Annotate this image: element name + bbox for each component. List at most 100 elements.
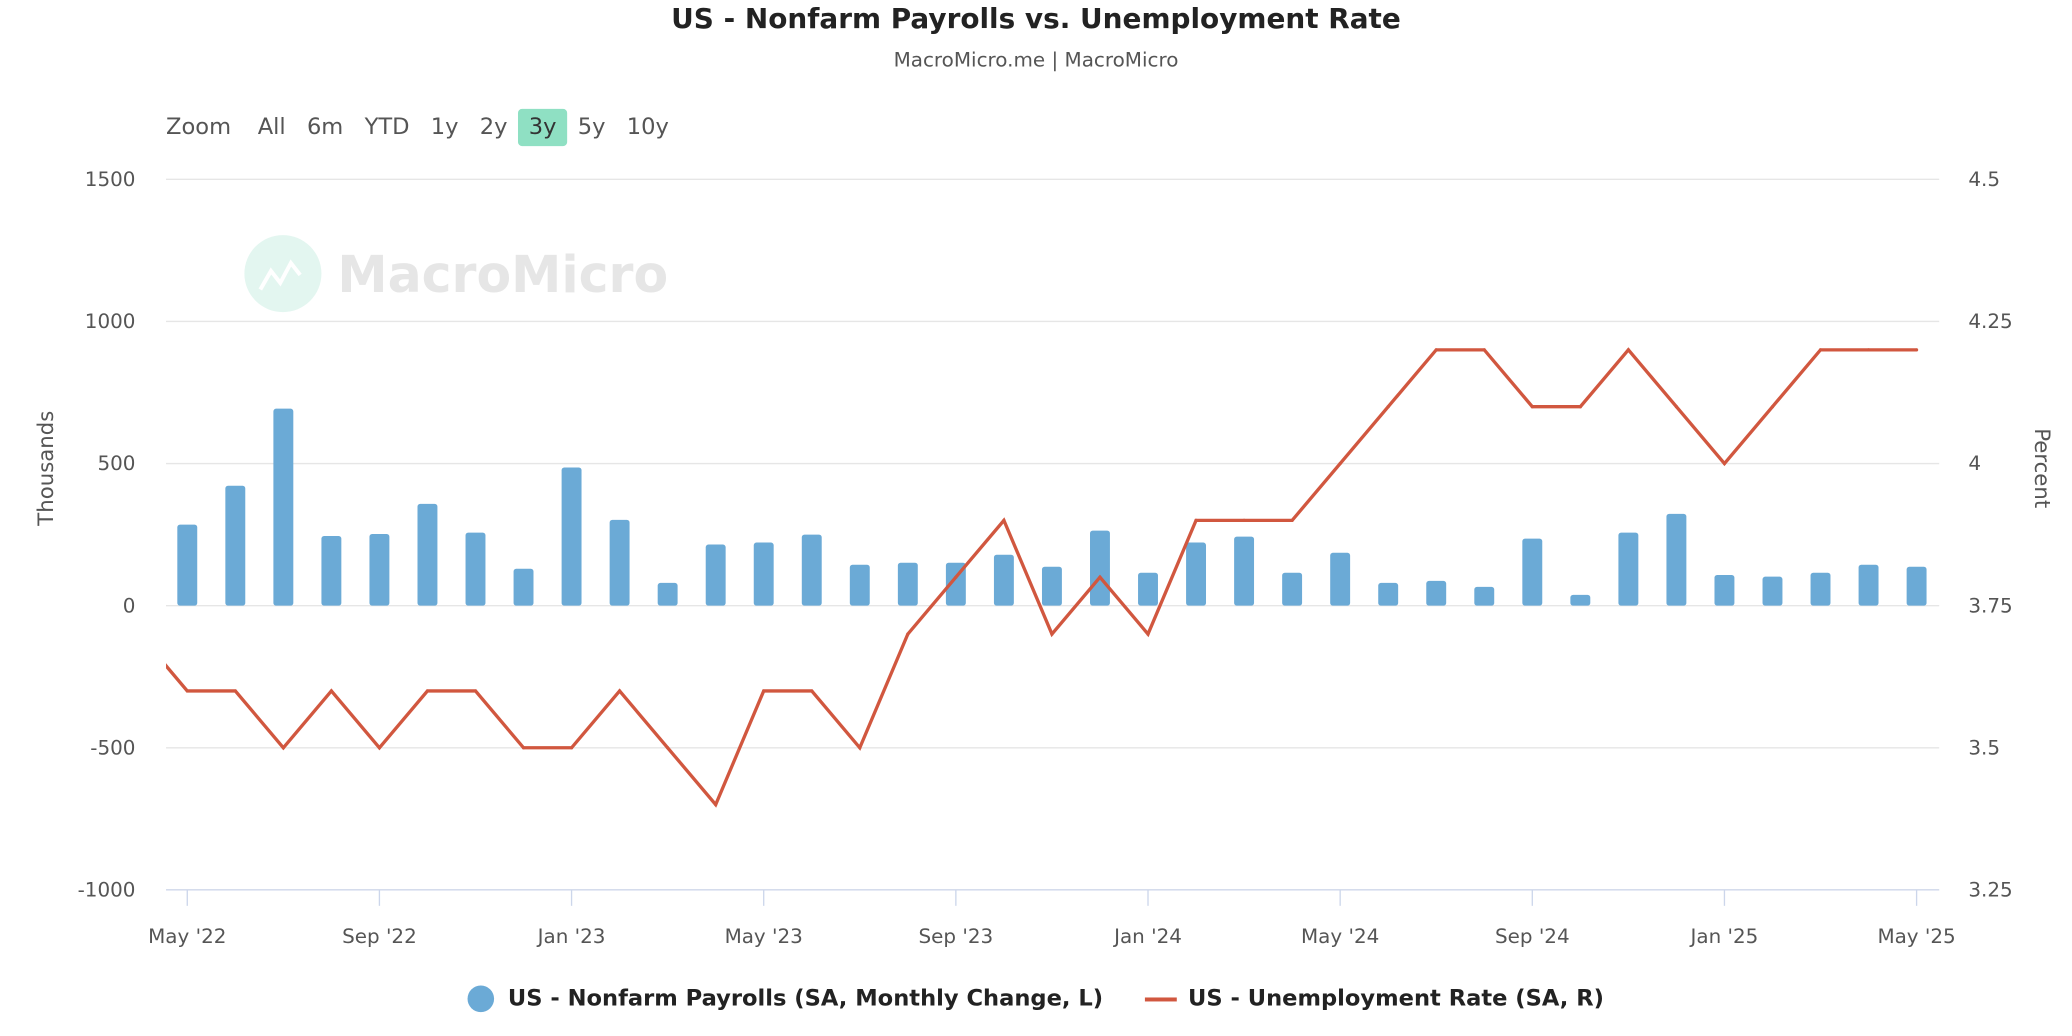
unemployment-point bbox=[377, 746, 382, 750]
payrolls-bar bbox=[1666, 513, 1687, 606]
right-axis-tick-label: 4.5 bbox=[1968, 168, 2000, 191]
payrolls-bar bbox=[993, 554, 1014, 606]
unemployment-point bbox=[954, 575, 958, 579]
left-axis-tick-label: 500 bbox=[97, 452, 135, 475]
unemployment-point bbox=[1434, 348, 1438, 352]
payrolls-bar bbox=[369, 534, 390, 606]
x-axis-tick-label: Sep '22 bbox=[342, 925, 417, 948]
payrolls-bar bbox=[705, 544, 726, 606]
unemployment-point bbox=[666, 746, 670, 750]
x-axis-tick-label: May '22 bbox=[148, 925, 226, 948]
payrolls-bar bbox=[561, 467, 582, 606]
payrolls-bar bbox=[1330, 552, 1351, 606]
watermark-logo: MacroMicro bbox=[244, 235, 668, 313]
unemployment-point bbox=[329, 689, 333, 693]
zoom-5y-button[interactable]: 5y bbox=[577, 114, 606, 141]
unemployment-point bbox=[714, 803, 718, 807]
right-axis-title: Percent bbox=[2029, 428, 2054, 508]
unemployment-point bbox=[1002, 518, 1006, 522]
legend-payrolls[interactable]: US - Nonfarm Payrolls (SA, Monthly Chang… bbox=[507, 985, 1104, 1013]
payrolls-bar bbox=[1618, 532, 1639, 606]
zoom-6m-button[interactable]: 6m bbox=[306, 114, 344, 141]
x-axis-tick-label: Jan '23 bbox=[536, 925, 606, 948]
svg-text:MacroMicro: MacroMicro bbox=[337, 245, 668, 304]
payrolls-bar bbox=[1041, 566, 1062, 606]
payrolls-bar bbox=[273, 408, 294, 606]
unemployment-point bbox=[1866, 348, 1871, 352]
unemployment-point bbox=[762, 689, 766, 693]
unemployment-point bbox=[473, 689, 478, 693]
x-axis-tick-label: Jan '24 bbox=[1112, 925, 1182, 948]
unemployment-point bbox=[1770, 405, 1775, 409]
unemployment-point bbox=[281, 746, 285, 750]
x-axis-tick-label: Sep '24 bbox=[1495, 925, 1570, 948]
payrolls-bar bbox=[1858, 564, 1879, 606]
legend: US - Nonfarm Payrolls (SA, Monthly Chang… bbox=[0, 985, 2072, 1013]
payrolls-bar bbox=[897, 562, 918, 606]
x-axis-tick-label: May '24 bbox=[1301, 925, 1379, 948]
x-axis-tick-label: Sep '23 bbox=[919, 925, 994, 948]
unemployment-point bbox=[1146, 632, 1150, 636]
payrolls-bar bbox=[657, 582, 678, 606]
payrolls-bar bbox=[513, 568, 534, 606]
left-axis-tick-label: -1000 bbox=[78, 879, 136, 902]
zoom-10y-button[interactable]: 10y bbox=[626, 114, 669, 141]
legend-unemployment-marker bbox=[1145, 996, 1178, 1001]
zoom-all-button[interactable]: All bbox=[257, 114, 286, 141]
right-axis-tick-label: 3.25 bbox=[1968, 879, 2012, 902]
payrolls-bar bbox=[1234, 536, 1255, 606]
payrolls-bar bbox=[177, 524, 198, 606]
unemployment-point bbox=[810, 689, 814, 693]
unemployment-point bbox=[1818, 348, 1823, 352]
payrolls-bar bbox=[417, 503, 438, 606]
unemployment-point bbox=[858, 746, 862, 750]
payrolls-bar bbox=[1378, 582, 1399, 606]
zoom-3y-button[interactable]: 3y bbox=[518, 108, 568, 147]
payrolls-bar bbox=[1186, 542, 1207, 606]
zoom-1y-button[interactable]: 1y bbox=[430, 114, 459, 141]
payrolls-bar bbox=[1138, 572, 1158, 606]
chart-subtitle: MacroMicro.me | MacroMicro bbox=[893, 47, 1179, 72]
payrolls-bar bbox=[225, 485, 246, 606]
left-axis-title: Thousands bbox=[34, 411, 59, 527]
left-axis-tick-label: 1500 bbox=[85, 168, 136, 191]
unemployment-point bbox=[1722, 461, 1727, 466]
x-axis-tick-label: Jan '25 bbox=[1689, 925, 1759, 948]
unemployment-point bbox=[1386, 405, 1390, 409]
legend-payrolls-marker bbox=[468, 985, 495, 1013]
unemployment-point bbox=[1914, 348, 1919, 352]
unemployment-point bbox=[1338, 461, 1342, 466]
left-axis-tick-label: 0 bbox=[123, 594, 136, 617]
legend-unemployment[interactable]: US - Unemployment Rate (SA, R) bbox=[1188, 985, 1604, 1013]
right-axis-tick-label: 4.25 bbox=[1968, 310, 2012, 333]
unemployment-point bbox=[1674, 405, 1679, 409]
left-axis-tick-label: 1000 bbox=[85, 310, 136, 333]
payrolls-bar bbox=[465, 532, 486, 606]
payrolls-bar bbox=[1474, 586, 1495, 606]
x-axis-tick-label: May '23 bbox=[725, 925, 803, 948]
unemployment-point bbox=[1098, 575, 1102, 579]
zoom-2y-button[interactable]: 2y bbox=[479, 114, 508, 141]
unemployment-point bbox=[1242, 518, 1246, 522]
unemployment-point bbox=[425, 689, 430, 693]
unemployment-point bbox=[906, 632, 910, 636]
payrolls-bar bbox=[1762, 576, 1783, 606]
payrolls-bar bbox=[609, 519, 630, 606]
unemployment-point bbox=[618, 689, 622, 693]
payrolls-bar bbox=[1810, 572, 1831, 606]
unemployment-line bbox=[166, 347, 1917, 808]
unemployment-point bbox=[1482, 348, 1486, 352]
payrolls-bar bbox=[1570, 594, 1591, 606]
unemployment-point bbox=[1050, 632, 1054, 636]
unemployment-point bbox=[569, 746, 574, 750]
unemployment-point bbox=[1290, 518, 1294, 522]
right-axis-tick-label: 3.75 bbox=[1968, 594, 2012, 617]
unemployment-point bbox=[1626, 348, 1630, 352]
zoom-bar: Zoom All 6m YTD 1y 2y 3y 5y 10y bbox=[166, 108, 679, 147]
zoom-ytd-button[interactable]: YTD bbox=[364, 114, 410, 141]
unemployment-point bbox=[521, 746, 526, 750]
left-axis-tick-label: -500 bbox=[90, 736, 135, 759]
right-axis-tick-label: 3.5 bbox=[1968, 736, 2000, 759]
zoom-label: Zoom bbox=[166, 114, 232, 141]
